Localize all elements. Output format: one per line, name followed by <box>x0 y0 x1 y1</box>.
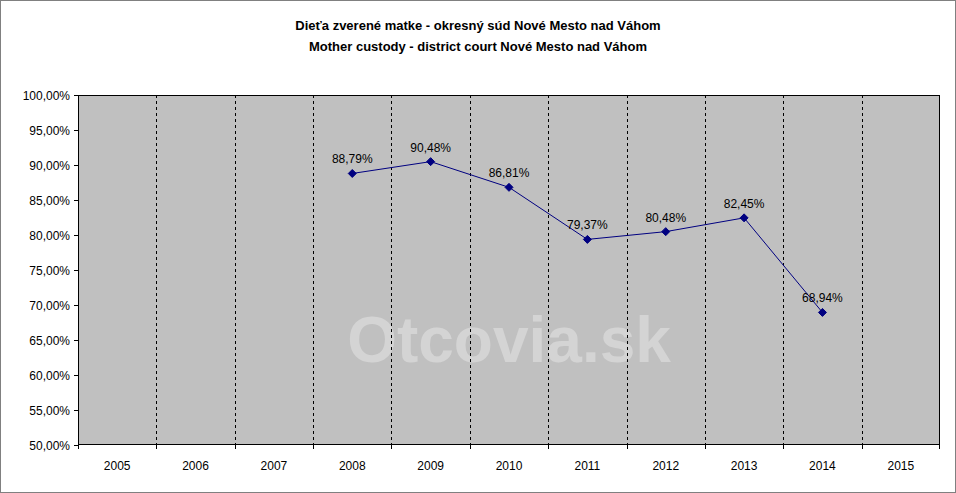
data-label: 90,48% <box>410 141 451 155</box>
y-tick <box>74 270 78 271</box>
marker <box>662 228 670 236</box>
marker <box>583 235 591 243</box>
y-tick <box>74 305 78 306</box>
marker <box>348 169 356 177</box>
chart: Dieťa zverené matke - okresný súd Nové M… <box>0 0 956 493</box>
x-tick <box>939 445 940 449</box>
y-tick <box>74 375 78 376</box>
background <box>1 1 956 493</box>
y-tick-label: 85,00% <box>29 194 70 208</box>
y-tick <box>74 410 78 411</box>
x-tick-label: 2008 <box>339 459 366 473</box>
category-divider <box>783 95 784 445</box>
x-tick-label: 2015 <box>887 459 914 473</box>
line <box>352 162 822 313</box>
y-tick <box>74 445 78 446</box>
y-tick <box>74 95 78 96</box>
category-divider <box>548 95 549 445</box>
x-tick <box>783 445 784 449</box>
x-tick-label: 2007 <box>261 459 288 473</box>
x-tick-label: 2013 <box>731 459 758 473</box>
plot-area <box>78 95 940 445</box>
y-tick-label: 75,00% <box>29 264 70 278</box>
y-tick <box>74 340 78 341</box>
x-tick <box>470 445 471 449</box>
category-divider <box>470 95 471 445</box>
y-tick-label: 95,00% <box>29 124 70 138</box>
category-divider <box>391 95 392 445</box>
y-tick-label: 80,00% <box>29 229 70 243</box>
x-tick-label: 2012 <box>652 459 679 473</box>
x-tick-label: 2006 <box>182 459 209 473</box>
marker <box>427 158 435 166</box>
category-divider <box>156 95 157 445</box>
data-label: 68,94% <box>802 291 843 305</box>
y-tick-label: 55,00% <box>29 404 70 418</box>
y-tick <box>74 165 78 166</box>
y-tick <box>74 235 78 236</box>
y-tick <box>74 200 78 201</box>
data-label: 86,81% <box>489 166 530 180</box>
x-tick <box>705 445 706 449</box>
x-tick <box>548 445 549 449</box>
data-label: 82,45% <box>724 197 765 211</box>
x-tick <box>78 445 79 449</box>
x-tick <box>235 445 236 449</box>
data-label: 80,48% <box>645 211 686 225</box>
x-tick <box>627 445 628 449</box>
x-tick-label: 2014 <box>809 459 836 473</box>
title: Dieťa zverené matke - okresný súd Nové M… <box>295 18 660 33</box>
y-tick-label: 65,00% <box>29 334 70 348</box>
y-tick-label: 90,00% <box>29 159 70 173</box>
y-tick <box>74 130 78 131</box>
x-tick <box>156 445 157 449</box>
subtitle: Mother custody - district court Nové Mes… <box>309 39 647 54</box>
y-tick-label: 100,00% <box>23 89 71 103</box>
data-label: 79,37% <box>567 218 608 232</box>
x-tick-label: 2005 <box>104 459 131 473</box>
category-divider <box>235 95 236 445</box>
watermark: Otcovia.sk <box>347 304 671 376</box>
x-tick <box>862 445 863 449</box>
x-tick-label: 2010 <box>496 459 523 473</box>
category-divider <box>705 95 706 445</box>
y-tick-label: 70,00% <box>29 299 70 313</box>
marker <box>740 214 748 222</box>
x-tick-label: 2011 <box>574 459 600 473</box>
x-tick-label: 2009 <box>417 459 444 473</box>
marker <box>818 308 826 316</box>
category-divider <box>313 95 314 445</box>
marker <box>505 183 513 191</box>
series-group <box>348 158 826 317</box>
plot-frame <box>79 96 940 445</box>
y-tick-label: 50,00% <box>29 439 70 453</box>
data-label: 88,79% <box>332 152 373 166</box>
x-tick <box>391 445 392 449</box>
category-divider <box>627 95 628 445</box>
x-tick <box>313 445 314 449</box>
category-divider <box>862 95 863 445</box>
y-tick-label: 60,00% <box>29 369 70 383</box>
